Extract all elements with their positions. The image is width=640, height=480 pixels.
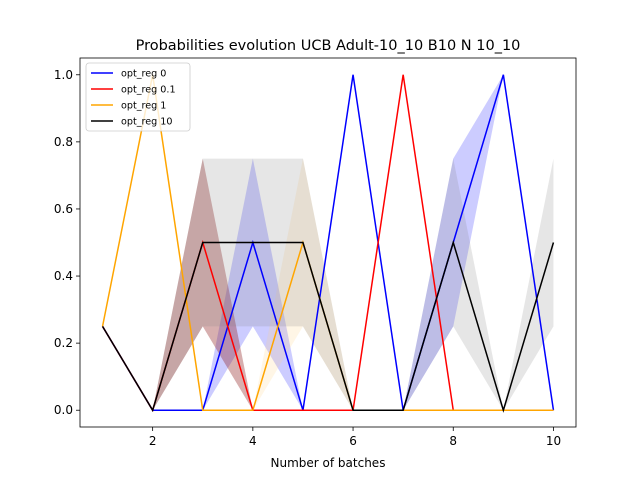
y-tick-label: 0.2: [54, 336, 73, 350]
legend-label-opt-reg-10: opt_reg 10: [121, 117, 173, 128]
y-tick-label: 0.4: [54, 269, 73, 283]
legend-label-opt-reg-0-1: opt_reg 0.1: [121, 85, 176, 96]
y-tick-label: 0.0: [54, 403, 73, 417]
line-opt-reg-0: [101, 74, 555, 411]
y-tick-label: 0.6: [54, 202, 73, 216]
y-axis-ticks: 0.0 0.2 0.4 0.6 0.8 1.0: [54, 68, 80, 417]
legend-box: [85, 62, 191, 132]
legend-label-opt-reg-1: opt_reg 1: [121, 101, 166, 112]
series-lines: [101, 74, 555, 413]
x-tick-label: 4: [249, 434, 257, 448]
band-opt-reg-10: [102, 158, 554, 411]
band-opt-reg-0-1: [102, 158, 554, 411]
plot-frame: [79, 57, 577, 428]
x-axis-ticks: 2 4 6 8 10: [149, 427, 561, 448]
x-tick-label: 6: [349, 434, 357, 448]
x-tick-label: 10: [546, 434, 561, 448]
y-tick-label: 1.0: [54, 68, 73, 82]
y-tick-label: 0.8: [54, 135, 73, 149]
chart-title: Probabilities evolution UCB Adult-10_10 …: [136, 38, 521, 54]
x-tick-label: 2: [149, 434, 157, 448]
x-tick-label: 8: [449, 434, 457, 448]
x-axis-label: Number of batches: [271, 456, 386, 470]
legend-label-opt-reg-0: opt_reg 0: [121, 69, 166, 80]
line-opt-reg-10: [101, 239, 555, 413]
band-opt-reg-1: [102, 158, 554, 411]
legend: opt_reg 0 opt_reg 0.1 opt_reg 1 opt_reg 10: [85, 62, 191, 132]
